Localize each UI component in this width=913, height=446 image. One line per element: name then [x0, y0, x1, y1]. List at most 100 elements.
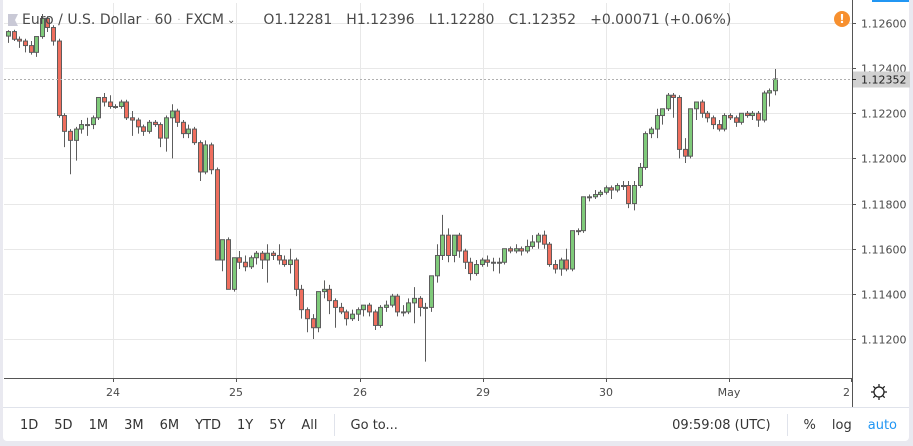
candle [677, 96, 682, 150]
candle [655, 115, 660, 130]
candle [102, 96, 107, 103]
range-6m[interactable]: 6M [159, 417, 180, 433]
candle [525, 245, 530, 252]
candle [282, 259, 287, 266]
candle [209, 144, 214, 171]
candle [671, 94, 676, 98]
candle [34, 36, 39, 53]
candle [435, 254, 440, 277]
candle [158, 124, 163, 139]
candle [192, 128, 197, 144]
candle [57, 40, 62, 117]
separator-dot: · [146, 14, 150, 26]
price-tick-label: 1.12200 [861, 108, 907, 121]
candle [593, 194, 598, 198]
candle [339, 306, 344, 313]
candle [497, 261, 502, 264]
utc-clock[interactable]: 09:59:08 (UTC) [672, 417, 771, 433]
candle [700, 101, 705, 114]
candle [587, 196, 592, 199]
chevron-down-icon[interactable]: ⌄ [226, 14, 236, 26]
candle [666, 94, 671, 110]
chart-frame [3, 0, 909, 441]
high-value: H1.12396 [346, 12, 415, 28]
candle [468, 261, 473, 275]
candle [136, 119, 141, 128]
time-tick-label: 25 [229, 386, 243, 399]
candle [181, 121, 186, 135]
candle [108, 101, 113, 108]
auto-scale-toggle[interactable]: auto [867, 417, 897, 433]
flag-icon[interactable] [8, 14, 18, 26]
last-price-label: 1.12352 [861, 74, 907, 87]
candle [632, 185, 637, 205]
candle [186, 128, 191, 135]
candle [739, 112, 744, 123]
candle [226, 239, 231, 290]
candle [277, 254, 282, 261]
candle [649, 128, 654, 135]
candle [485, 259, 490, 263]
candle [91, 117, 96, 126]
warning-icon[interactable]: ! [834, 11, 850, 27]
candle [333, 300, 338, 308]
range-1d[interactable]: 1D [20, 417, 39, 433]
candle [361, 304, 366, 311]
candle [491, 261, 496, 264]
candle [147, 121, 152, 132]
candle [12, 31, 17, 40]
range-ytd[interactable]: YTD [195, 417, 221, 433]
time-tick-label: 24 [106, 386, 120, 399]
candle [316, 291, 321, 329]
candle [96, 96, 101, 119]
symbol-name[interactable]: Euro / U.S. Dollar [22, 12, 142, 28]
range-1m[interactable]: 1M [88, 417, 109, 433]
range-5d[interactable]: 5D [54, 417, 73, 433]
change-value: +0.00071 (+0.06%) [590, 12, 732, 28]
range-3m[interactable]: 3M [124, 417, 144, 433]
candle [254, 252, 259, 259]
exchange[interactable]: FXCM [185, 12, 224, 28]
candle [367, 304, 372, 313]
range-all[interactable]: All [301, 417, 318, 433]
settings-gear-icon[interactable] [870, 383, 888, 401]
time-tick-label: 2 [843, 386, 850, 399]
log-toggle[interactable]: log [831, 417, 852, 433]
separator-dot: · [177, 14, 181, 26]
candle [79, 124, 84, 130]
time-tick-label: 30 [599, 386, 613, 399]
candle [164, 117, 169, 139]
candle [85, 124, 90, 127]
percent-toggle[interactable]: % [803, 417, 816, 433]
candle [373, 311, 378, 326]
candle [265, 252, 270, 261]
range-5y[interactable]: 5Y [269, 417, 286, 433]
candle [530, 241, 535, 247]
interval[interactable]: 60 [154, 12, 173, 28]
price-tick-label: 1.11600 [861, 244, 907, 257]
last-price-tag [853, 71, 910, 88]
candle [418, 297, 423, 308]
candle [536, 234, 541, 243]
candle [51, 27, 56, 42]
price-tick-label: 1.11400 [861, 289, 907, 302]
candle [581, 196, 586, 232]
goto-button[interactable]: Go to... [350, 417, 398, 433]
candle [604, 187, 609, 193]
candle [344, 311, 349, 320]
candle [294, 259, 299, 290]
symbol-legend: Euro / U.S. Dollar · 60 · FXCM ⌄ O1.1228… [8, 10, 745, 30]
price-chart[interactable]: 1.11200 1.11400 1.11600 1.11800 1.12000 1.122… [0, 0, 913, 407]
candle [198, 142, 203, 173]
candle [378, 306, 383, 326]
candle [62, 115, 67, 132]
candle [609, 187, 614, 191]
candle [564, 259, 569, 270]
candle [68, 130, 73, 141]
time-tick-label: May [718, 386, 741, 399]
candle [395, 295, 400, 313]
close-value: C1.12352 [508, 12, 577, 28]
range-1y[interactable]: 1Y [236, 417, 254, 433]
candle [542, 234, 547, 245]
candle [401, 311, 406, 314]
